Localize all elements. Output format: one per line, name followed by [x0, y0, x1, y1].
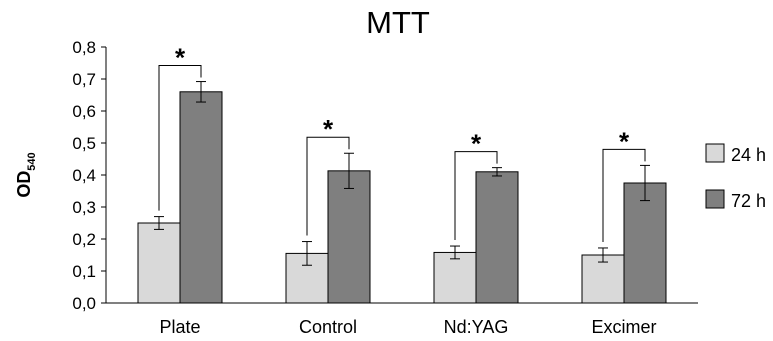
y-axis-ticks: 0,0 0,1 0,2 0,3 0,4 0,5 0,6 0,7 0,8 — [72, 38, 106, 313]
y-tick-label: 0,5 — [72, 134, 96, 153]
bar-24h — [137, 222, 181, 304]
bars-group — [137, 81, 667, 304]
y-tick-label: 0,1 — [72, 262, 96, 281]
chart-title: MTT — [366, 5, 430, 40]
significance-bracket — [306, 136, 350, 236]
y-tick-label: 0,0 — [72, 294, 96, 313]
y-tick-label: 0,4 — [72, 166, 96, 185]
y-axis-label: OD540 — [14, 152, 38, 197]
legend-swatch — [705, 189, 725, 209]
x-axis-labels: Plate Control Nd:YAG Excimer — [159, 317, 656, 337]
bar-72h — [327, 170, 371, 304]
significance-bracket — [158, 65, 202, 211]
legend: 24 h 72 h — [705, 143, 766, 211]
significance-markers: * * * * — [158, 43, 646, 242]
legend-label: 72 h — [731, 191, 766, 211]
bar-72h — [623, 182, 667, 304]
bar-24h — [433, 251, 477, 304]
significance-star: * — [323, 114, 334, 144]
x-category-label: Plate — [159, 317, 200, 337]
y-tick-label: 0,7 — [72, 70, 96, 89]
y-axis-label-main: OD — [14, 171, 34, 198]
significance-star: * — [619, 126, 630, 156]
y-tick-label: 0,8 — [72, 38, 96, 57]
x-category-label: Nd:YAG — [444, 317, 509, 337]
significance-star: * — [471, 129, 482, 159]
y-tick-label: 0,2 — [72, 230, 96, 249]
y-axis-label-subscript: 540 — [26, 152, 38, 170]
y-tick-label: 0,6 — [72, 102, 96, 121]
significance-bracket — [454, 151, 498, 241]
x-category-label: Control — [299, 317, 357, 337]
significance-star: * — [175, 43, 186, 73]
bar-72h — [475, 171, 519, 304]
legend-swatch — [705, 143, 725, 163]
significance-bracket — [602, 148, 646, 242]
legend-label: 24 h — [731, 145, 766, 165]
y-tick-label: 0,3 — [72, 198, 96, 217]
bar-72h — [179, 91, 223, 304]
x-category-label: Excimer — [591, 317, 656, 337]
